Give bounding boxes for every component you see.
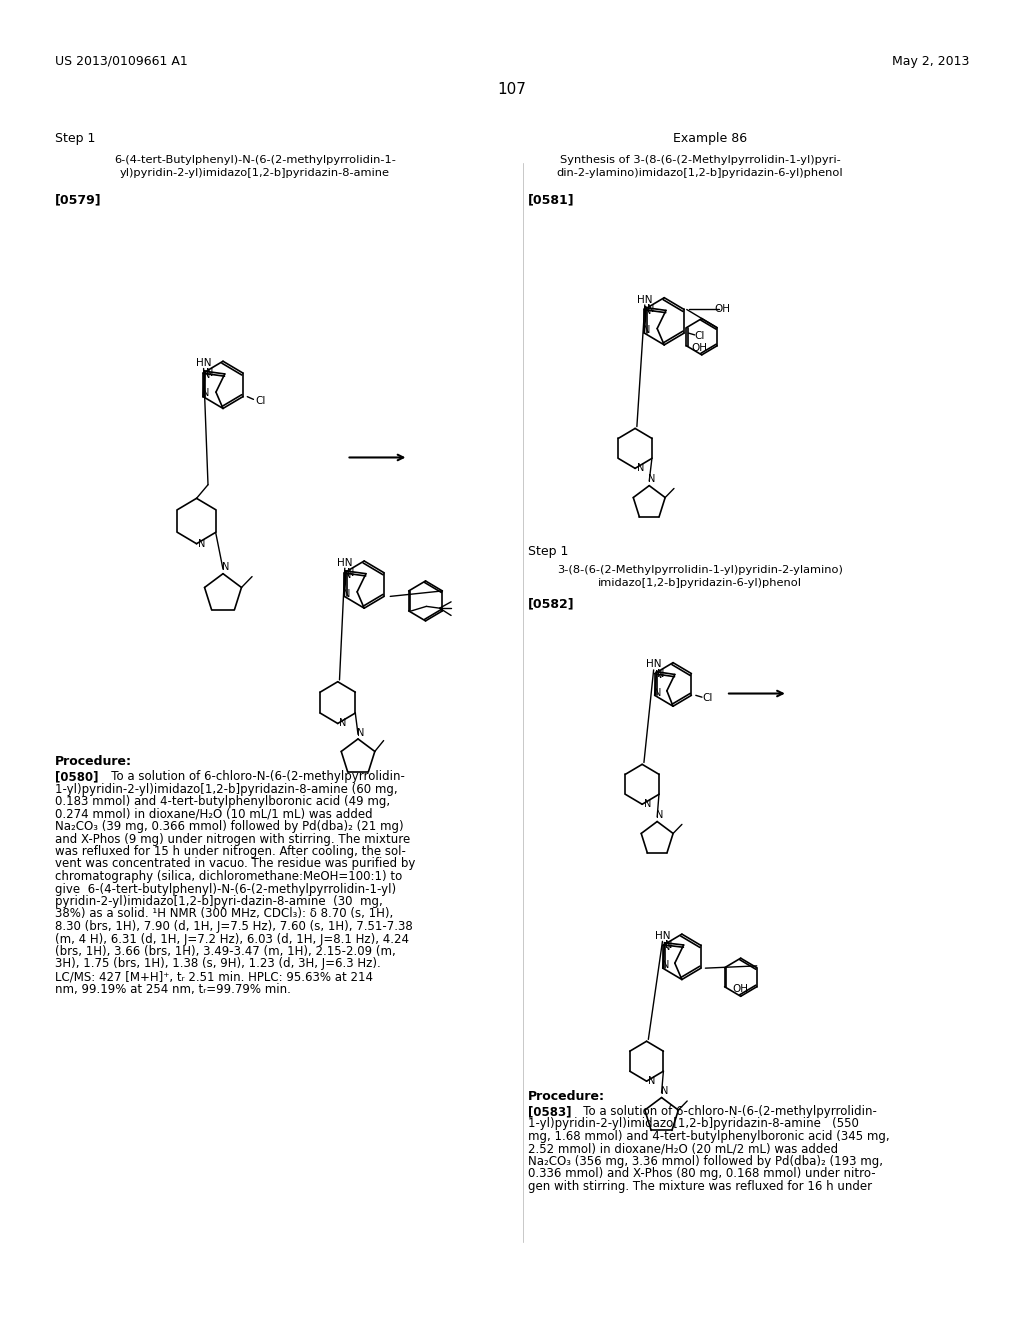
Text: N: N [644,306,651,317]
Text: 0.274 mmol) in dioxane/H₂O (10 mL/1 mL) was added: 0.274 mmol) in dioxane/H₂O (10 mL/1 mL) … [55,808,373,821]
Text: HN: HN [637,294,652,305]
Text: was refluxed for 15 h under nitrogen. After cooling, the sol-: was refluxed for 15 h under nitrogen. Af… [55,845,406,858]
Text: 3H), 1.75 (brs, 1H), 1.38 (s, 9H), 1.23 (d, 3H, J=6.3 Hz).: 3H), 1.75 (brs, 1H), 1.38 (s, 9H), 1.23 … [55,957,381,970]
Text: Step 1: Step 1 [55,132,95,145]
Text: HN: HN [196,358,211,368]
Text: N: N [654,671,662,680]
Text: imidazo[1,2-b]pyridazin-6-yl)phenol: imidazo[1,2-b]pyridazin-6-yl)phenol [598,578,802,587]
Text: [0583]: [0583] [528,1105,571,1118]
Text: N: N [643,325,650,335]
Text: OH: OH [714,305,730,314]
Text: N: N [660,1086,668,1096]
Text: (m, 4 H), 6.31 (d, 1H, J=7.2 Hz), 6.03 (d, 1H, J=8.1 Hz), 4.24: (m, 4 H), 6.31 (d, 1H, J=7.2 Hz), 6.03 (… [55,932,409,945]
Text: [0580]: [0580] [55,770,98,783]
Text: pyridin-2-yl)imidazo[1,2-b]pyri-dazin-8-amine  (30  mg,: pyridin-2-yl)imidazo[1,2-b]pyri-dazin-8-… [55,895,383,908]
Text: Procedure:: Procedure: [528,1090,605,1104]
Text: 6-(4-tert-Butylphenyl)-N-(6-(2-methylpyrrolidin-1-: 6-(4-tert-Butylphenyl)-N-(6-(2-methylpyr… [114,154,396,165]
Text: N: N [653,688,662,697]
Text: Cl: Cl [702,693,713,704]
Text: din-2-ylamino)imidazo[1,2-b]pyridazin-6-yl)phenol: din-2-ylamino)imidazo[1,2-b]pyridazin-6-… [557,168,844,178]
Text: Na₂CO₃ (39 mg, 0.366 mmol) followed by Pd(dba)₂ (21 mg): Na₂CO₃ (39 mg, 0.366 mmol) followed by P… [55,820,403,833]
Text: 3-(8-(6-(2-Methylpyrrolidin-1-yl)pyridin-2-ylamino): 3-(8-(6-(2-Methylpyrrolidin-1-yl)pyridin… [557,565,843,576]
Text: [0582]: [0582] [528,597,574,610]
Text: 107: 107 [498,82,526,96]
Text: N: N [206,368,213,378]
Text: N: N [344,570,351,579]
Text: nm, 99.19% at 254 nm, tᵣ=99.79% min.: nm, 99.19% at 254 nm, tᵣ=99.79% min. [55,982,291,995]
Text: 0.336 mmol) and X-Phos (80 mg, 0.168 mmol) under nitro-: 0.336 mmol) and X-Phos (80 mg, 0.168 mmo… [528,1167,876,1180]
Text: N: N [202,388,210,399]
Text: N: N [357,727,365,738]
Text: OH: OH [732,983,749,994]
Text: N: N [199,539,206,549]
Text: N: N [343,589,350,599]
Text: Synthesis of 3-(8-(6-(2-Methylpyrrolidin-1-yl)pyri-: Synthesis of 3-(8-(6-(2-Methylpyrrolidin… [560,154,841,165]
Text: [0581]: [0581] [528,193,574,206]
Text: N: N [222,562,229,573]
Text: 2.52 mmol) in dioxane/H₂O (20 mL/2 mL) was added: 2.52 mmol) in dioxane/H₂O (20 mL/2 mL) w… [528,1143,838,1155]
Text: N: N [644,800,651,809]
Text: Cl: Cl [695,331,706,341]
Text: N: N [656,810,664,820]
Text: 38%) as a solid. ¹H NMR (300 MHz, CDCl₃): δ 8.70 (s, 1H),: 38%) as a solid. ¹H NMR (300 MHz, CDCl₃)… [55,908,393,920]
Text: US 2013/0109661 A1: US 2013/0109661 A1 [55,55,187,69]
Text: HN: HN [337,558,352,568]
Text: HN: HN [654,931,670,941]
Text: give  6-(4-tert-butylphenyl)-N-(6-(2-methylpyrrolidin-1-yl): give 6-(4-tert-butylphenyl)-N-(6-(2-meth… [55,883,396,895]
Text: N: N [666,940,673,949]
Text: HN: HN [646,660,662,669]
Text: Procedure:: Procedure: [55,755,132,768]
Text: OH: OH [691,343,708,352]
Text: 1-yl)pyridin-2-yl)imidazo[1,2-b]pyridazin-8-amine   (550: 1-yl)pyridin-2-yl)imidazo[1,2-b]pyridazi… [528,1118,859,1130]
Text: N: N [663,942,670,952]
Text: yl)pyridin-2-yl)imidazo[1,2-b]pyridazin-8-amine: yl)pyridin-2-yl)imidazo[1,2-b]pyridazin-… [120,168,390,178]
Text: Example 86: Example 86 [673,132,748,145]
Text: gen with stirring. The mixture was refluxed for 16 h under: gen with stirring. The mixture was reflu… [528,1180,872,1193]
Text: and X-Phos (9 mg) under nitrogen with stirring. The mixture: and X-Phos (9 mg) under nitrogen with st… [55,833,411,846]
Text: Step 1: Step 1 [528,545,568,558]
Text: N: N [648,1076,655,1086]
Text: N: N [347,568,354,578]
Text: N: N [648,474,655,484]
Text: LC/MS: 427 [M+H]⁺, tᵣ 2.51 min. HPLC: 95.63% at 214: LC/MS: 427 [M+H]⁺, tᵣ 2.51 min. HPLC: 95… [55,970,373,983]
Text: 0.183 mmol) and 4-tert-butylphenylboronic acid (49 mg,: 0.183 mmol) and 4-tert-butylphenylboroni… [55,795,390,808]
Text: [0579]: [0579] [55,193,101,206]
Text: N: N [339,718,347,729]
Text: N: N [203,370,210,380]
Text: N: N [637,463,644,474]
Text: chromatography (silica, dichloromethane:MeOH=100:1) to: chromatography (silica, dichloromethane:… [55,870,402,883]
Text: To a solution of 6-chloro-N-(6-(2-methylpyrrolidin-: To a solution of 6-chloro-N-(6-(2-methyl… [572,1105,877,1118]
Text: 8.30 (brs, 1H), 7.90 (d, 1H, J=7.5 Hz), 7.60 (s, 1H), 7.51-7.38: 8.30 (brs, 1H), 7.90 (d, 1H, J=7.5 Hz), … [55,920,413,933]
Text: N: N [647,305,654,314]
Text: 1-yl)pyridin-2-yl)imidazo[1,2-b]pyridazin-8-amine (60 mg,: 1-yl)pyridin-2-yl)imidazo[1,2-b]pyridazi… [55,783,397,796]
Text: mg, 1.68 mmol) and 4-tert-butylphenylboronic acid (345 mg,: mg, 1.68 mmol) and 4-tert-butylphenylbor… [528,1130,890,1143]
Text: To a solution of 6-chloro-N-(6-(2-methylpyrrolidin-: To a solution of 6-chloro-N-(6-(2-methyl… [100,770,404,783]
Text: Na₂CO₃ (356 mg, 3.36 mmol) followed by Pd(dba)₂ (193 mg,: Na₂CO₃ (356 mg, 3.36 mmol) followed by P… [528,1155,883,1168]
Text: (brs, 1H), 3.66 (brs, 1H), 3.49-3.47 (m, 1H), 2.15-2.09 (m,: (brs, 1H), 3.66 (brs, 1H), 3.49-3.47 (m,… [55,945,395,958]
Text: vent was concentrated in vacuo. The residue was purified by: vent was concentrated in vacuo. The resi… [55,858,416,870]
Text: N: N [662,961,669,970]
Text: Cl: Cl [255,396,265,407]
Text: May 2, 2013: May 2, 2013 [892,55,969,69]
Text: N: N [657,668,665,678]
